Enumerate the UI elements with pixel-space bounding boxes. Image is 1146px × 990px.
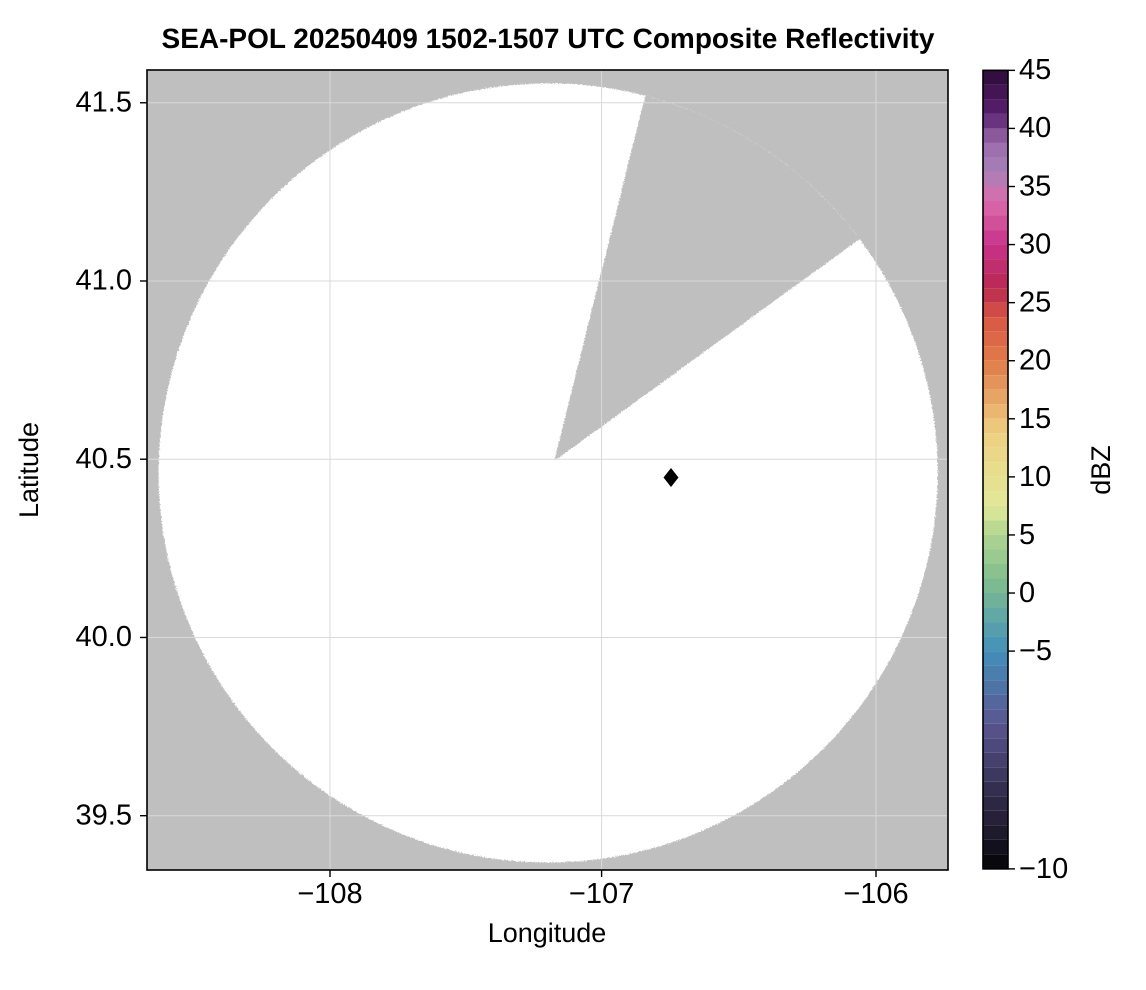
svg-text:−108: −108 — [297, 878, 362, 910]
svg-text:20: 20 — [1019, 345, 1051, 377]
svg-text:35: 35 — [1019, 171, 1051, 203]
svg-text:25: 25 — [1019, 287, 1051, 319]
svg-text:SEA-POL 20250409 1502-1507 UTC: SEA-POL 20250409 1502-1507 UTC Composite… — [162, 23, 935, 54]
svg-text:−10: −10 — [1019, 853, 1068, 885]
svg-text:dBZ: dBZ — [1086, 445, 1116, 495]
svg-text:0: 0 — [1019, 577, 1035, 609]
svg-text:5: 5 — [1019, 519, 1035, 551]
svg-text:10: 10 — [1019, 461, 1051, 493]
svg-text:30: 30 — [1019, 229, 1051, 261]
svg-text:40: 40 — [1019, 112, 1051, 144]
svg-text:−5: −5 — [1019, 635, 1052, 667]
svg-text:Longitude: Longitude — [488, 918, 607, 948]
svg-text:41.0: 41.0 — [76, 265, 132, 297]
svg-text:40.0: 40.0 — [76, 621, 132, 653]
svg-text:41.5: 41.5 — [76, 87, 132, 119]
svg-text:39.5: 39.5 — [76, 799, 132, 831]
svg-text:−106: −106 — [843, 878, 908, 910]
svg-text:Latitude: Latitude — [14, 422, 44, 518]
svg-text:40.5: 40.5 — [76, 443, 132, 475]
svg-text:−107: −107 — [569, 878, 634, 910]
svg-text:15: 15 — [1019, 403, 1051, 435]
svg-text:45: 45 — [1019, 54, 1051, 86]
